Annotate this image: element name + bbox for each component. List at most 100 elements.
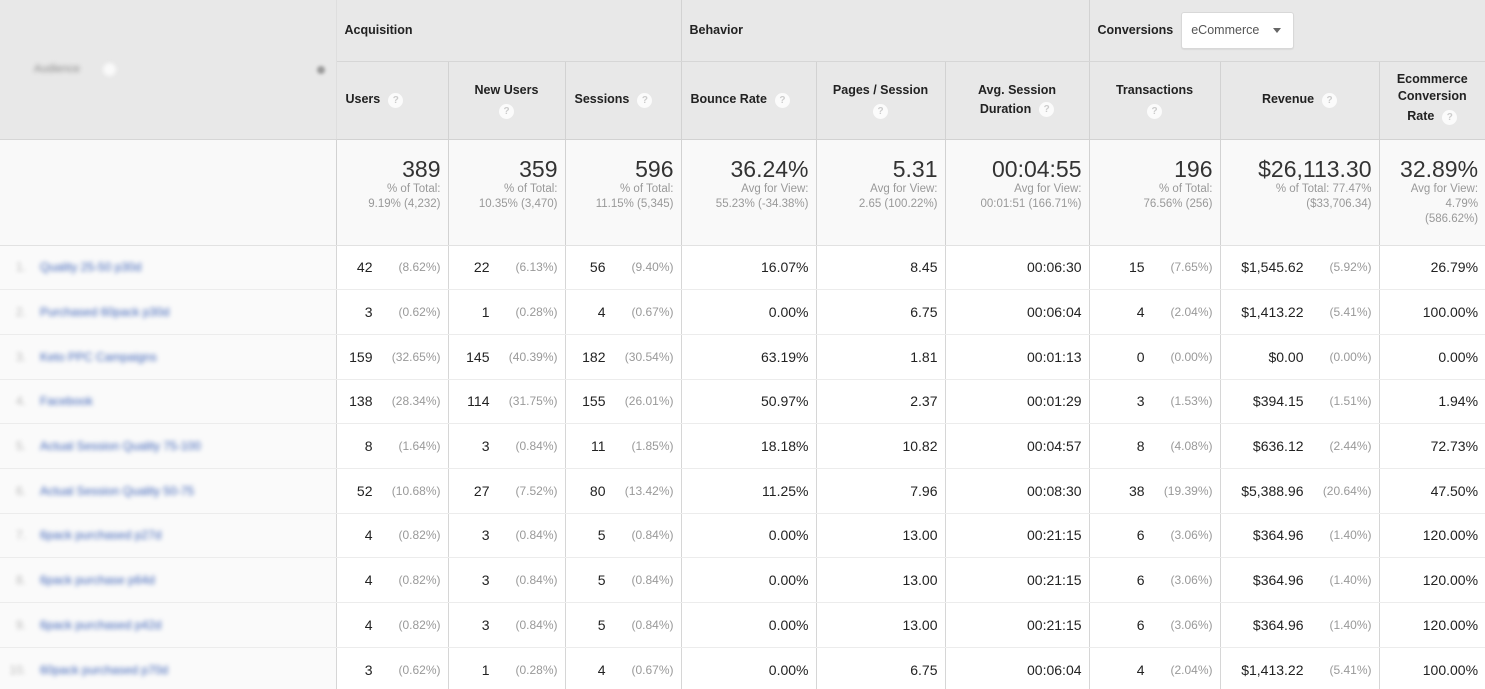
bounce-rate-cell: 0.00% bbox=[680, 513, 816, 559]
help-icon[interactable]: ? bbox=[1322, 92, 1338, 108]
segment-link[interactable]: 60pack purchased p70d bbox=[40, 662, 169, 677]
help-icon[interactable]: ? bbox=[499, 103, 514, 119]
new-users-percent: (6.13%) bbox=[515, 260, 558, 275]
group-behavior: Behavior bbox=[680, 0, 1090, 62]
sessions-value: 11 bbox=[590, 438, 606, 455]
col-header-users[interactable]: Users? bbox=[335, 61, 448, 140]
segment-link[interactable]: Keto PPC Campaigns bbox=[40, 349, 157, 364]
group-label: Acquisition bbox=[344, 23, 413, 38]
dimension-cell: 3. Keto PPC Campaigns bbox=[0, 334, 336, 380]
segment-link[interactable]: Actual Session Quality 75-100 bbox=[40, 439, 201, 454]
new-users-value: 3 bbox=[481, 572, 490, 589]
users-value: 8 bbox=[364, 438, 373, 455]
new-users-cell: 114 (31.75%) bbox=[447, 379, 565, 425]
revenue-value: $5,388.96 bbox=[1241, 482, 1304, 499]
dimension-cell: 8. 6pack purchase p64d bbox=[0, 557, 336, 603]
col-label: Users bbox=[345, 92, 381, 107]
users-percent: (0.82%) bbox=[398, 573, 441, 588]
help-icon[interactable]: ? bbox=[774, 92, 790, 108]
transactions-cell: 15 (7.65%) bbox=[1088, 245, 1221, 291]
col-header-transactions[interactable]: Transactions? bbox=[1088, 61, 1221, 140]
total-sub: (586.62%) bbox=[1424, 212, 1479, 225]
transactions-value: 6 bbox=[1136, 616, 1145, 633]
segment-link[interactable]: Actual Session Quality 50-75 bbox=[40, 483, 195, 498]
total-value: $26,113.30 bbox=[1258, 155, 1372, 182]
row-number: 4. bbox=[15, 394, 26, 409]
segment-link[interactable]: 6pack purchased p27d bbox=[40, 528, 162, 543]
revenue-percent: (1.40%) bbox=[1329, 573, 1372, 588]
help-icon[interactable]: ? bbox=[388, 92, 404, 108]
revenue-percent: (1.40%) bbox=[1329, 617, 1372, 632]
new-users-value: 145 bbox=[466, 348, 490, 365]
help-icon[interactable] bbox=[103, 63, 116, 76]
sessions-value: 80 bbox=[589, 482, 606, 499]
row-number: 8. bbox=[15, 573, 26, 588]
users-value: 4 bbox=[364, 616, 373, 633]
transactions-cell: 8 (4.08%) bbox=[1088, 423, 1221, 469]
sessions-percent: (0.84%) bbox=[631, 573, 674, 588]
users-percent: (0.62%) bbox=[398, 662, 441, 677]
revenue-value: $1,413.22 bbox=[1241, 661, 1304, 678]
total-sub: % of Total: bbox=[620, 182, 674, 195]
users-cell: 8 (1.64%) bbox=[335, 423, 448, 469]
sort-icon[interactable] bbox=[317, 66, 325, 74]
help-icon[interactable]: ? bbox=[873, 103, 888, 119]
col-header-revenue[interactable]: Revenue? bbox=[1219, 61, 1380, 140]
help-icon[interactable]: ? bbox=[1039, 102, 1055, 118]
revenue-value: $636.12 bbox=[1252, 438, 1304, 455]
table-row: 4. Facebook 138 (28.34%) 114 (31.75%) 155 (… bbox=[0, 379, 1485, 425]
sessions-percent: (1.85%) bbox=[631, 439, 674, 454]
segment-link[interactable]: Facebook bbox=[40, 394, 93, 409]
revenue-cell: $394.15 (1.51%) bbox=[1219, 379, 1380, 425]
help-icon[interactable]: ? bbox=[1147, 103, 1163, 119]
segment-link[interactable]: Quality 25-50 p30d bbox=[40, 260, 142, 275]
segment-link[interactable]: Purchased 60pack p30d bbox=[40, 305, 170, 320]
sessions-percent: (0.84%) bbox=[631, 617, 674, 632]
col-header-ecommerce-conversion-rate[interactable]: Ecommerce Conversion Rate? bbox=[1378, 61, 1485, 140]
sessions-cell: 4 (0.67%) bbox=[564, 647, 681, 689]
help-icon[interactable]: ? bbox=[1442, 109, 1458, 125]
transactions-cell: 38 (19.39%) bbox=[1088, 468, 1221, 514]
chevron-down-icon bbox=[1273, 27, 1282, 33]
table-row: 9. 6pack purchased p42d 4 (0.82%) 3 (0.84%… bbox=[0, 602, 1485, 648]
sessions-percent: (0.67%) bbox=[631, 305, 674, 320]
new-users-percent: (0.28%) bbox=[515, 305, 558, 320]
col-header-new-users[interactable]: New Users? bbox=[447, 61, 565, 140]
total-value: 32.89% bbox=[1400, 155, 1479, 182]
col-header-bounce-rate[interactable]: Bounce Rate? bbox=[680, 61, 816, 140]
col-header-avg-session-duration[interactable]: Avg. Session Duration? bbox=[944, 61, 1090, 140]
ecommerce-conversion-rate-cell: 120.00% bbox=[1378, 602, 1485, 648]
transactions-cell: 4 (2.04%) bbox=[1088, 289, 1221, 335]
total-sub: % of Total: 77.47% bbox=[1275, 182, 1372, 195]
avg-session-duration-cell: 00:21:15 bbox=[944, 602, 1090, 648]
total-sub: 76.56% (256) bbox=[1143, 197, 1213, 210]
transactions-value: 3 bbox=[1136, 393, 1145, 410]
new-users-cell: 3 (0.84%) bbox=[447, 602, 565, 648]
revenue-cell: $1,413.22 (5.41%) bbox=[1219, 647, 1380, 689]
col-label: Avg. Session bbox=[977, 82, 1057, 97]
users-value: 52 bbox=[356, 482, 373, 499]
dimension-header[interactable]: Audience bbox=[0, 0, 337, 140]
col-header-sessions[interactable]: Sessions? bbox=[564, 61, 681, 140]
new-users-value: 3 bbox=[481, 438, 490, 455]
ecommerce-conversion-rate-cell: 72.73% bbox=[1378, 423, 1485, 469]
bounce-rate-cell: 0.00% bbox=[680, 289, 816, 335]
revenue-value: $1,413.22 bbox=[1241, 304, 1304, 321]
new-users-value: 1 bbox=[481, 304, 490, 321]
help-icon[interactable]: ? bbox=[637, 92, 653, 108]
segment-link[interactable]: 6pack purchase p64d bbox=[40, 573, 155, 588]
sessions-cell: 5 (0.84%) bbox=[564, 557, 681, 603]
users-cell: 4 (0.82%) bbox=[335, 557, 448, 603]
transactions-percent: (4.08%) bbox=[1170, 439, 1213, 454]
users-cell: 3 (0.62%) bbox=[335, 289, 448, 335]
users-cell: 138 (28.34%) bbox=[335, 379, 448, 425]
col-label: New Users bbox=[474, 83, 539, 98]
segment-link[interactable]: 6pack purchased p42d bbox=[40, 617, 162, 632]
dimension-cell: 7. 6pack purchased p27d bbox=[0, 513, 336, 559]
sessions-cell: 11 (1.85%) bbox=[564, 423, 681, 469]
row-number: 10. bbox=[9, 662, 26, 677]
col-header-pages-session[interactable]: Pages / Session? bbox=[815, 61, 945, 140]
conversions-select[interactable]: eCommerce bbox=[1181, 11, 1295, 49]
new-users-value: 114 bbox=[467, 393, 490, 410]
dimension-label[interactable]: Audience bbox=[34, 63, 80, 75]
